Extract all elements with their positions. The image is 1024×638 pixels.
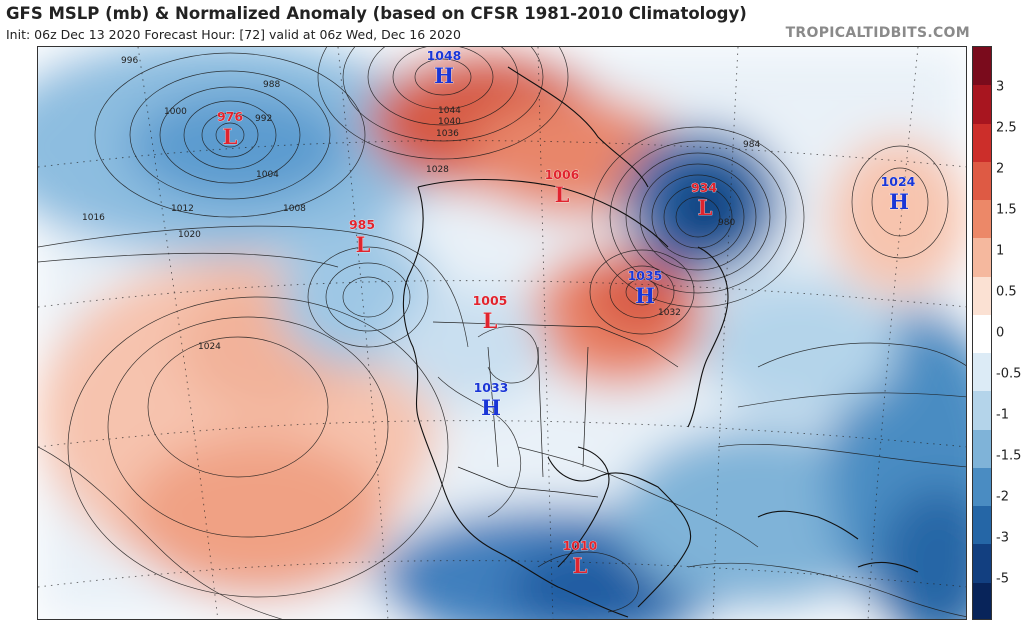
isobar-label: 1040: [438, 117, 461, 127]
colorbar-segment: [973, 47, 991, 86]
colorbar-tick-label: 3: [996, 79, 1005, 95]
colorbar-segment: [973, 276, 991, 315]
colorbar-tick-label: -2: [996, 489, 1009, 505]
isobar-label: 1044: [438, 106, 461, 116]
colorbar-segment: [973, 544, 991, 583]
colorbar-segment: [973, 85, 991, 124]
colorbar-segment: [973, 582, 991, 619]
high-center: 1033 H: [473, 380, 509, 421]
colorbar-tick-label: 2: [996, 161, 1005, 177]
colorbar-segment: [973, 467, 991, 507]
isobar-label: 1008: [283, 204, 306, 214]
colorbar-segment: [973, 391, 991, 430]
isobar-label: 988: [263, 80, 280, 90]
low-center: 1005 L: [472, 293, 508, 334]
svg-text:H: H: [889, 189, 909, 214]
svg-text:934: 934: [691, 180, 717, 195]
isobar-label: 992: [255, 114, 272, 124]
colorbar-segment: [973, 161, 991, 201]
isobars: [38, 47, 966, 619]
forecast-map: 996 1000 988 992 1004 1008 1012 1016 102…: [37, 46, 967, 620]
colorbar-segment: [973, 123, 991, 162]
colorbar-tick-label: -5: [996, 571, 1009, 587]
svg-text:L: L: [356, 232, 371, 257]
colorbar-tick-label: 2.5: [996, 120, 1017, 136]
isobar-label: 1016: [82, 213, 105, 223]
colorbar-tick-label: -0.5: [996, 366, 1022, 382]
svg-text:H: H: [434, 63, 454, 88]
svg-text:L: L: [483, 308, 498, 333]
colorbar-tick-label: -1: [996, 407, 1009, 423]
svg-text:H: H: [481, 395, 501, 420]
isobar-label: 996: [121, 56, 138, 66]
colorbar-segment: [973, 314, 991, 354]
isobar-label: 1020: [178, 230, 201, 240]
colorbar-segment: [973, 506, 991, 545]
svg-text:L: L: [573, 553, 588, 578]
colorbar-segment: [973, 353, 991, 392]
anomaly-colorbar: [972, 46, 992, 620]
svg-text:1005: 1005: [473, 293, 508, 308]
isobar-label: 1028: [426, 165, 449, 175]
high-center: 1035 H: [627, 268, 663, 309]
brand-watermark: TROPICALTIDBITS.COM: [785, 25, 970, 41]
pressure-centers: 976 L 1048 H 985 L 1006 L 934 L 1024 H: [217, 48, 916, 579]
svg-text:1010: 1010: [563, 538, 598, 553]
high-center: 1024 H: [880, 174, 916, 215]
colorbar-tick-label: 1: [996, 243, 1005, 259]
svg-text:1033: 1033: [474, 380, 509, 395]
isobar-label: 1024: [198, 342, 221, 352]
svg-text:1006: 1006: [545, 167, 580, 182]
colorbar-tick-label: -3: [996, 530, 1009, 546]
graticule: [38, 47, 966, 619]
high-center: 1048 H: [426, 48, 462, 89]
colorbar-tick-label: 1.5: [996, 202, 1017, 218]
isobar-label: 1012: [171, 204, 194, 214]
anomaly-shading: [38, 47, 966, 619]
svg-text:1024: 1024: [881, 174, 916, 189]
coastlines: [402, 66, 919, 618]
isobar-label: 1004: [256, 170, 279, 180]
svg-text:1048: 1048: [427, 48, 462, 63]
svg-text:L: L: [698, 195, 713, 220]
svg-text:976: 976: [217, 109, 243, 124]
svg-text:985: 985: [349, 217, 375, 232]
low-center: 934 L: [691, 180, 718, 221]
low-center: 1010 L: [562, 538, 598, 579]
low-center: 1006 L: [544, 167, 580, 208]
isobar-label: 984: [743, 140, 760, 150]
colorbar-segment: [973, 429, 991, 468]
low-center: 985 L: [349, 217, 376, 258]
political-borders: [432, 321, 679, 498]
colorbar-tick-label: -1.5: [996, 448, 1022, 464]
isobar-label: 1036: [436, 129, 459, 139]
low-center: 976 L: [217, 109, 244, 150]
colorbar-segment: [973, 200, 991, 239]
isobar-label: 980: [718, 218, 735, 228]
colorbar-tick-label: 0.5: [996, 284, 1017, 300]
svg-text:1035: 1035: [628, 268, 663, 283]
isobar-label: 1032: [658, 308, 681, 318]
colorbar-tick-label: 0: [996, 325, 1005, 341]
svg-text:L: L: [223, 124, 238, 149]
isobar-labels: 996 1000 988 992 1004 1008 1012 1016 102…: [82, 56, 760, 352]
svg-text:L: L: [555, 182, 570, 207]
colorbar-segment: [973, 238, 991, 277]
svg-text:H: H: [635, 283, 655, 308]
forecast-info: Init: 06z Dec 13 2020 Forecast Hour: [72…: [6, 27, 461, 42]
isobar-label: 1000: [164, 107, 187, 117]
map-title: GFS MSLP (mb) & Normalized Anomaly (base…: [6, 4, 747, 23]
